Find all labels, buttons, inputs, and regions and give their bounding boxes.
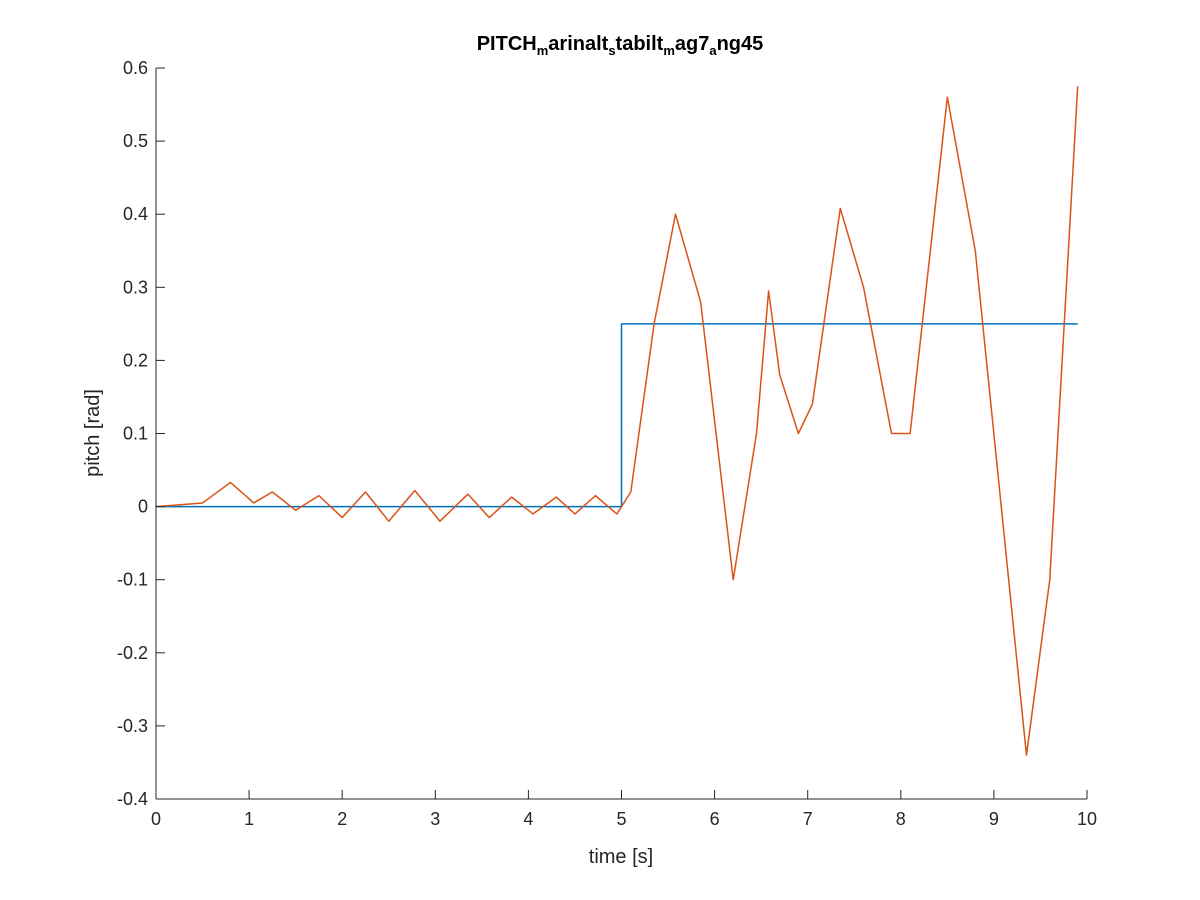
y-axis-label: pitch [rad] <box>82 389 104 477</box>
chart-title-part: s <box>608 43 615 58</box>
chart-title: PITCHmarinaltstabiltmag7ang45 <box>477 33 764 58</box>
x-tick-label: 7 <box>803 809 813 829</box>
chart-title-part: ng45 <box>717 33 764 55</box>
plot-area <box>155 68 1087 800</box>
series-line-2 <box>155 86 1079 756</box>
y-tick-label: -0.2 <box>117 643 148 663</box>
x-tick-label: 3 <box>430 809 440 829</box>
y-tick-label: -0.1 <box>117 570 148 590</box>
series-line-1 <box>156 323 1078 508</box>
chart-title-part: arinalt <box>548 33 608 55</box>
chart-title-part: m <box>537 43 549 58</box>
y-axis-ticks: -0.4 -0.3 -0.2 -0.1 0 0.1 0.2 0.3 0.4 0.5 0.6 <box>117 58 165 809</box>
x-tick-label: 10 <box>1077 809 1097 829</box>
chart-title-part: m <box>663 43 675 58</box>
y-tick-label: -0.3 <box>117 716 148 736</box>
x-tick-label: 0 <box>151 809 161 829</box>
y-tick-label: 0.3 <box>123 277 148 297</box>
chart-title-part: a <box>709 43 717 58</box>
x-tick-label: 1 <box>244 809 254 829</box>
y-tick-label: 0 <box>138 497 148 517</box>
x-tick-label: 9 <box>989 809 999 829</box>
y-tick-label: -0.4 <box>117 789 148 809</box>
x-tick-label: 2 <box>337 809 347 829</box>
x-tick-label: 5 <box>616 809 626 829</box>
x-axis-label: time [s] <box>589 846 653 868</box>
x-tick-label: 4 <box>523 809 533 829</box>
y-tick-label: 0.2 <box>123 350 148 370</box>
y-tick-label: 0.4 <box>123 204 148 224</box>
y-tick-label: 0.5 <box>123 131 148 151</box>
chart-title-part: PITCH <box>477 33 537 55</box>
y-tick-label: 0.6 <box>123 58 148 78</box>
x-tick-label: 8 <box>896 809 906 829</box>
y-tick-label: 0.1 <box>123 424 148 444</box>
x-axis-ticks: 0 1 2 3 4 5 6 7 8 9 10 <box>151 790 1097 829</box>
chart-title-part: ag7 <box>675 33 709 55</box>
x-tick-label: 6 <box>710 809 720 829</box>
chart-title-part: tabilt <box>616 33 664 55</box>
series-layer <box>155 86 1079 756</box>
